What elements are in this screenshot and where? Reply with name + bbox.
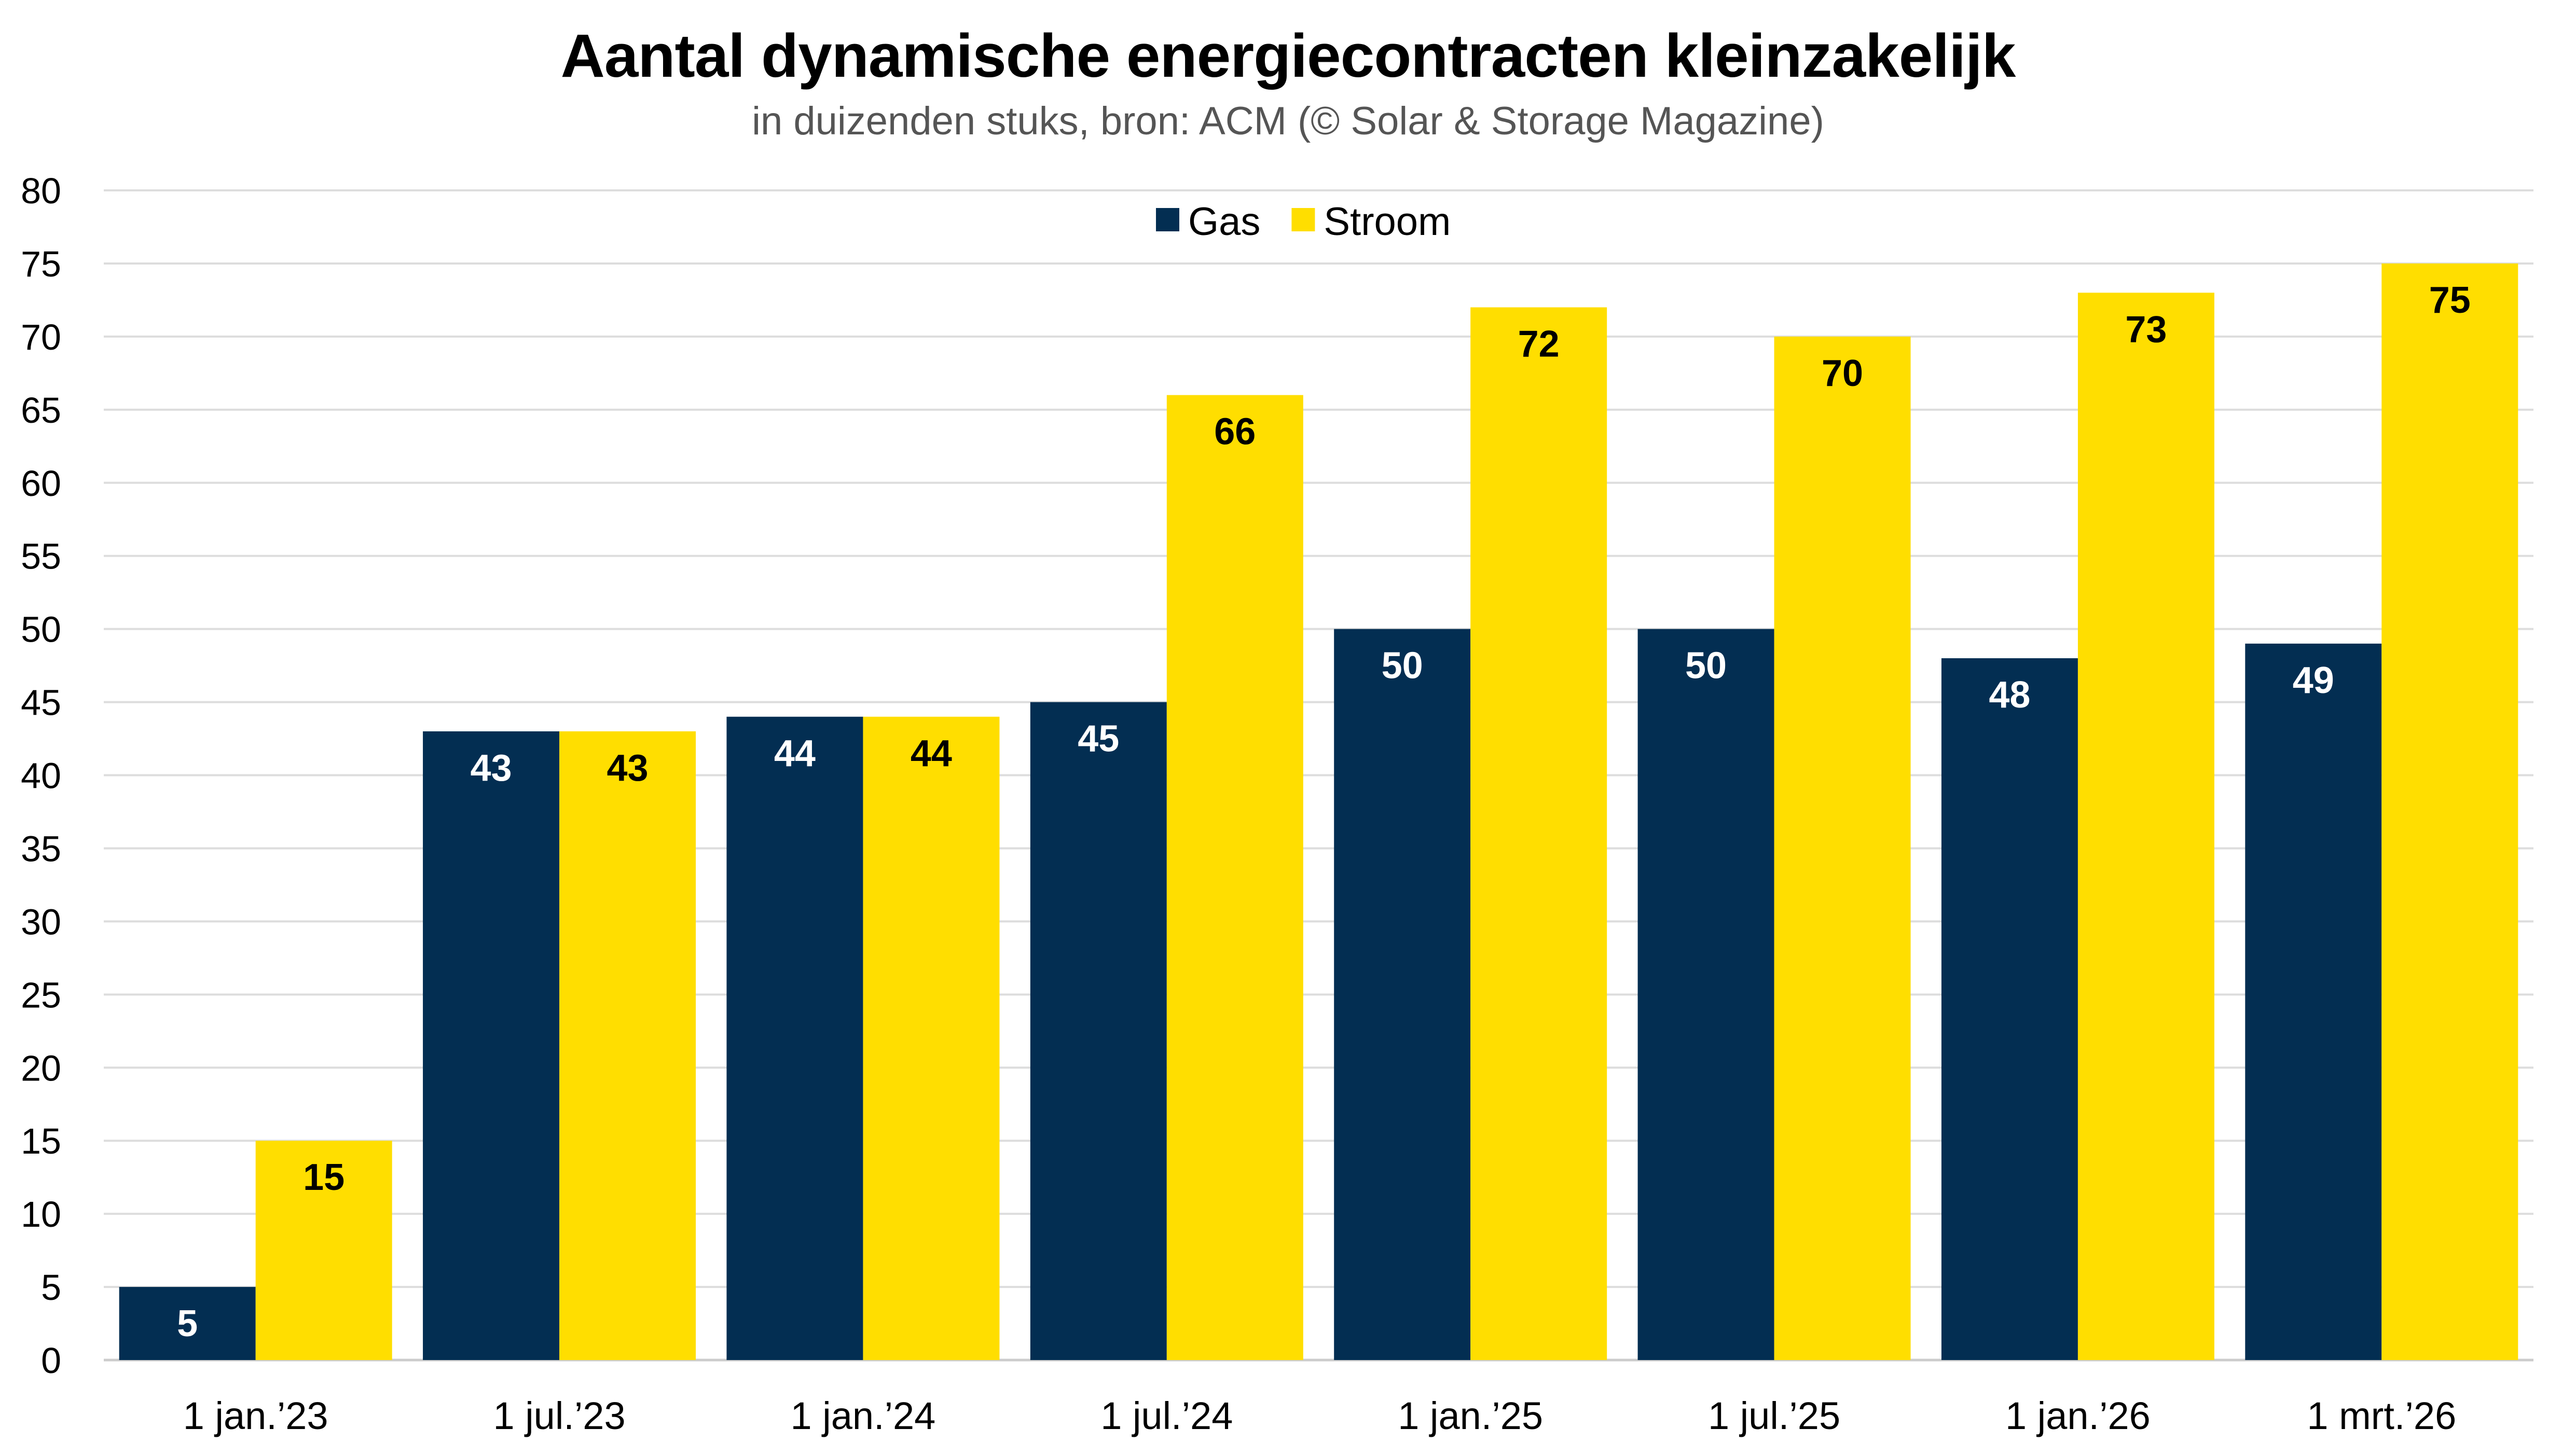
x-tick-label: 1 jan.’25 (1398, 1394, 1543, 1437)
x-tick-label: 1 jul.’24 (1100, 1394, 1233, 1437)
data-label: 50 (1685, 645, 1727, 687)
bars (119, 263, 2518, 1360)
y-axis: 0 5 10 15 20 25 30 35 40 45 50 55 60 65 70 75 80 (21, 171, 61, 1381)
y-tick-label: 70 (21, 317, 61, 357)
y-tick-label: 80 (21, 171, 61, 211)
y-tick-label: 35 (21, 828, 61, 869)
x-tick-label: 1 jan.’24 (791, 1394, 936, 1437)
chart-title: Aantal dynamische energiecontracten klei… (560, 22, 2016, 90)
y-tick-label: 20 (21, 1048, 61, 1088)
bar-gas (1941, 658, 2078, 1360)
y-tick-label: 25 (21, 975, 61, 1015)
x-tick-label: 1 mrt.’26 (2307, 1394, 2456, 1437)
legend-swatch-stroom (1291, 208, 1315, 231)
x-tick-label: 1 jan.’26 (2005, 1394, 2151, 1437)
y-tick-label: 55 (21, 536, 61, 577)
bar-stroom (255, 1141, 392, 1360)
bar-gas (1637, 629, 1774, 1360)
bar-stroom (2077, 293, 2214, 1360)
y-tick-label: 60 (21, 463, 61, 504)
y-tick-label: 45 (21, 683, 61, 723)
y-tick-label: 30 (21, 902, 61, 942)
data-labels: 5 15 43 43 44 44 45 66 50 72 50 70 48 73 49 75 (177, 280, 2471, 1344)
bar-gas (726, 716, 863, 1360)
data-label: 48 (1989, 674, 2030, 716)
bar-stroom (2381, 263, 2518, 1360)
x-tick-label: 1 jul.’25 (1708, 1394, 1840, 1437)
chart-subtitle: in duizenden stuks, bron: ACM (© Solar &… (752, 99, 1824, 143)
data-label: 43 (607, 747, 649, 789)
bar-gas (1334, 629, 1471, 1360)
data-label: 43 (471, 747, 512, 789)
bar-stroom (863, 716, 1000, 1360)
data-label: 50 (1382, 645, 1423, 687)
y-tick-label: 75 (21, 244, 61, 284)
legend: Gas Stroom (1156, 200, 1451, 244)
legend-swatch-gas (1156, 208, 1179, 231)
legend-label-stroom: Stroom (1324, 200, 1451, 244)
data-label: 70 (1822, 353, 1863, 394)
x-axis: 1 jan.’23 1 jul.’23 1 jan.’24 1 jul.’24 1 ja… (183, 1394, 2456, 1437)
data-label: 49 (2293, 660, 2334, 701)
data-label: 45 (1078, 718, 1119, 760)
bar-stroom (1774, 336, 1911, 1360)
bar-gas (1030, 702, 1167, 1360)
bar-stroom (1470, 307, 1607, 1360)
data-label: 15 (303, 1157, 345, 1198)
y-tick-label: 0 (41, 1340, 61, 1381)
y-tick-label: 5 (41, 1267, 61, 1308)
data-label: 44 (911, 733, 952, 774)
y-tick-label: 40 (21, 756, 61, 796)
data-label: 66 (1214, 411, 1256, 453)
y-tick-label: 10 (21, 1194, 61, 1235)
data-label: 5 (177, 1303, 198, 1344)
y-tick-label: 50 (21, 609, 61, 650)
bar-gas (2245, 643, 2382, 1360)
x-tick-label: 1 jan.’23 (183, 1394, 328, 1437)
bar-gas (119, 1287, 256, 1360)
data-label: 72 (1518, 324, 1560, 365)
data-label: 44 (774, 733, 816, 774)
bar-gas (423, 731, 560, 1360)
bar-stroom (559, 731, 696, 1360)
x-tick-label: 1 jul.’23 (493, 1394, 626, 1437)
bar-stroom (1166, 395, 1303, 1360)
y-tick-label: 15 (21, 1121, 61, 1161)
y-tick-label: 65 (21, 390, 61, 431)
data-label: 73 (2125, 309, 2167, 350)
data-label: 75 (2429, 280, 2471, 321)
legend-label-gas: Gas (1188, 200, 1260, 244)
